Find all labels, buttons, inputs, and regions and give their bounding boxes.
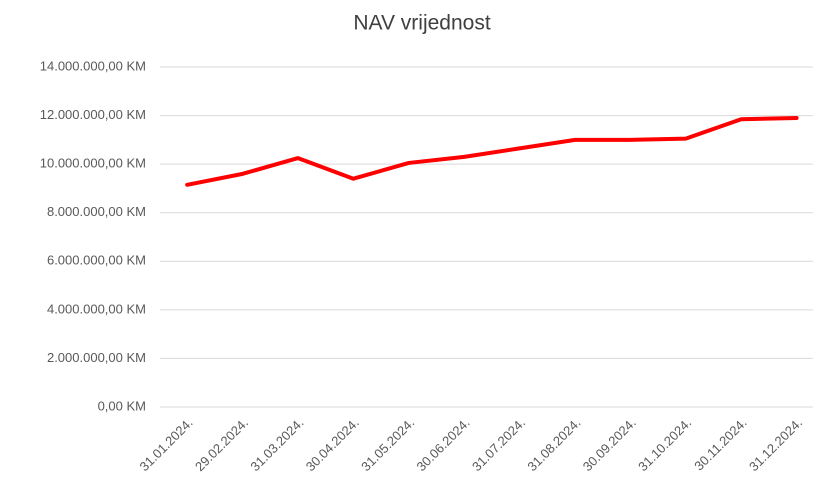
x-tick-label: 30.04.2024.	[303, 415, 362, 474]
y-tick-label: 2.000.000,00 KM	[47, 350, 146, 365]
y-tick-label: 12.000.000,00 KM	[40, 107, 146, 122]
y-tick-label: 6.000.000,00 KM	[47, 253, 146, 268]
x-tick-label: 31.07.2024.	[469, 415, 528, 474]
x-tick-label: 31.01.2024.	[137, 415, 196, 474]
x-tick-label: 30.06.2024.	[414, 415, 473, 474]
x-tick-label: 31.05.2024.	[358, 415, 417, 474]
y-tick-label: 10.000.000,00 KM	[40, 156, 146, 171]
x-tick-label: 29.02.2024.	[192, 415, 251, 474]
x-tick-label: 30.11.2024.	[691, 415, 749, 473]
x-tick-label: 31.10.2024.	[635, 415, 694, 474]
x-tick-label: 31.03.2024.	[247, 415, 306, 474]
x-tick-label: 31.08.2024.	[524, 415, 583, 474]
y-tick-label: 4.000.000,00 KM	[47, 301, 146, 316]
y-tick-label: 14.000.000,00 KM	[40, 58, 146, 73]
chart-title: NAV vrijednost	[353, 12, 490, 35]
x-tick-label: 30.09.2024.	[580, 415, 639, 474]
line-series	[185, 116, 799, 187]
x-tick-label: 31.12.2024.	[746, 415, 805, 474]
y-tick-label: 8.000.000,00 KM	[47, 204, 146, 219]
y-tick-label: 0,00 KM	[98, 398, 146, 413]
